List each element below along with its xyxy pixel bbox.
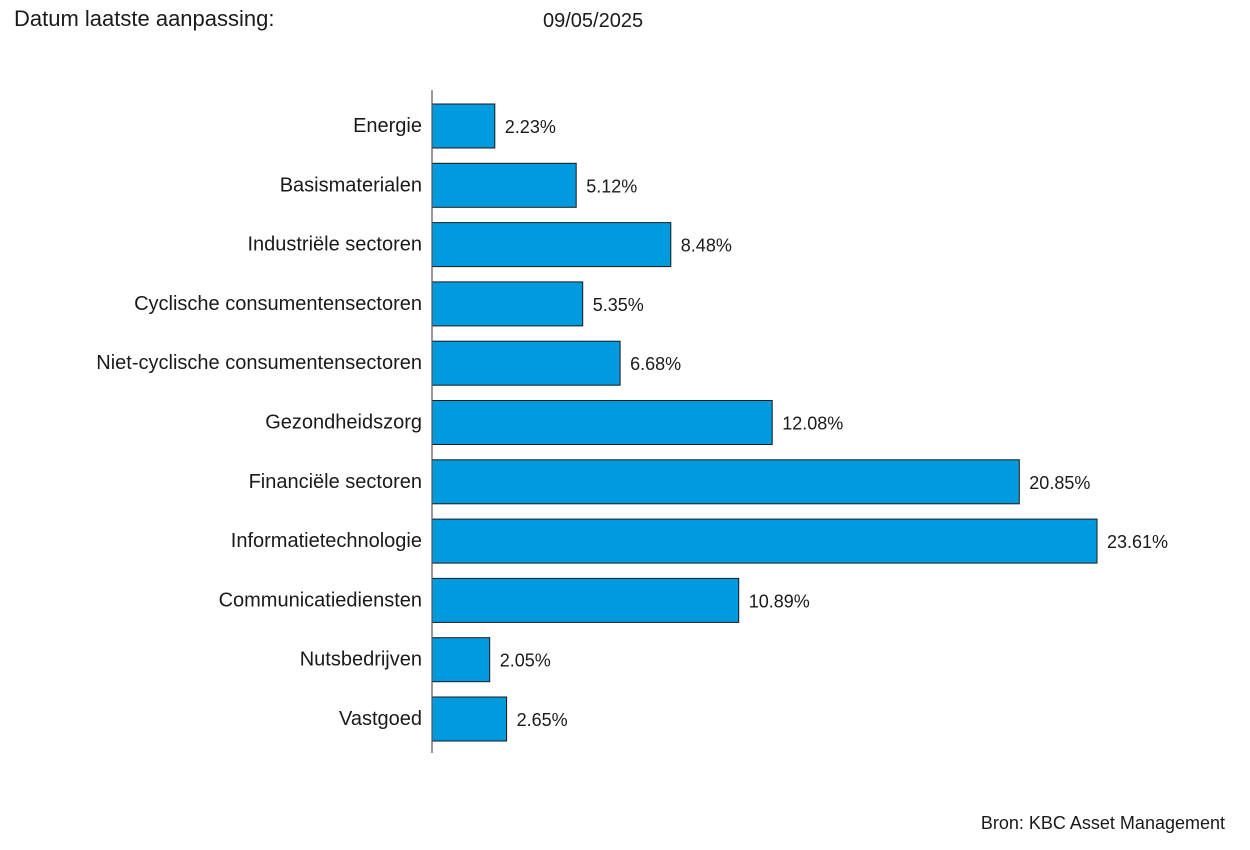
bar <box>431 222 672 268</box>
value-label: 2.65% <box>517 710 568 730</box>
value-label: 23.61% <box>1107 532 1168 552</box>
category-label: Nutsbedrijven <box>300 649 422 671</box>
category-label: Basismaterialen <box>280 174 422 196</box>
bar <box>431 162 577 208</box>
value-label: 20.85% <box>1029 473 1090 493</box>
category-label: Informatietechnologie <box>231 530 422 552</box>
category-label: Gezondheidszorg <box>265 412 422 434</box>
category-label: Industriële sectoren <box>247 234 422 256</box>
bar <box>431 577 740 623</box>
category-label: Energie <box>353 115 422 137</box>
date-label: Datum laatste aanpassing: <box>14 6 275 31</box>
value-label: 12.08% <box>782 414 843 434</box>
bar <box>431 637 491 683</box>
value-label: 2.23% <box>505 117 556 137</box>
bar <box>431 518 1098 564</box>
bar <box>431 696 508 742</box>
bar <box>431 459 1020 505</box>
source-note: Bron: KBC Asset Management <box>980 813 1225 833</box>
bar <box>431 103 496 149</box>
category-label: Financiële sectoren <box>249 471 422 493</box>
bar <box>431 281 584 327</box>
value-label: 8.48% <box>681 236 732 256</box>
bar <box>431 340 621 386</box>
value-label: 6.68% <box>630 354 681 374</box>
value-label: 2.05% <box>500 651 551 671</box>
bar <box>431 400 773 445</box>
value-label: 10.89% <box>749 591 810 611</box>
sector-bar-chart: Energie 2.23% Basismaterialen 5.12% Industri… <box>96 90 1168 753</box>
value-label: 5.35% <box>593 295 644 315</box>
value-label: 5.12% <box>586 176 637 196</box>
category-label: Communicatiediensten <box>219 589 422 611</box>
category-label: Vastgoed <box>339 708 422 730</box>
category-label: Cyclische consumentensectoren <box>134 293 422 315</box>
date-value: 09/05/2025 <box>543 10 644 32</box>
category-label: Niet-cyclische consumentensectoren <box>96 352 422 374</box>
